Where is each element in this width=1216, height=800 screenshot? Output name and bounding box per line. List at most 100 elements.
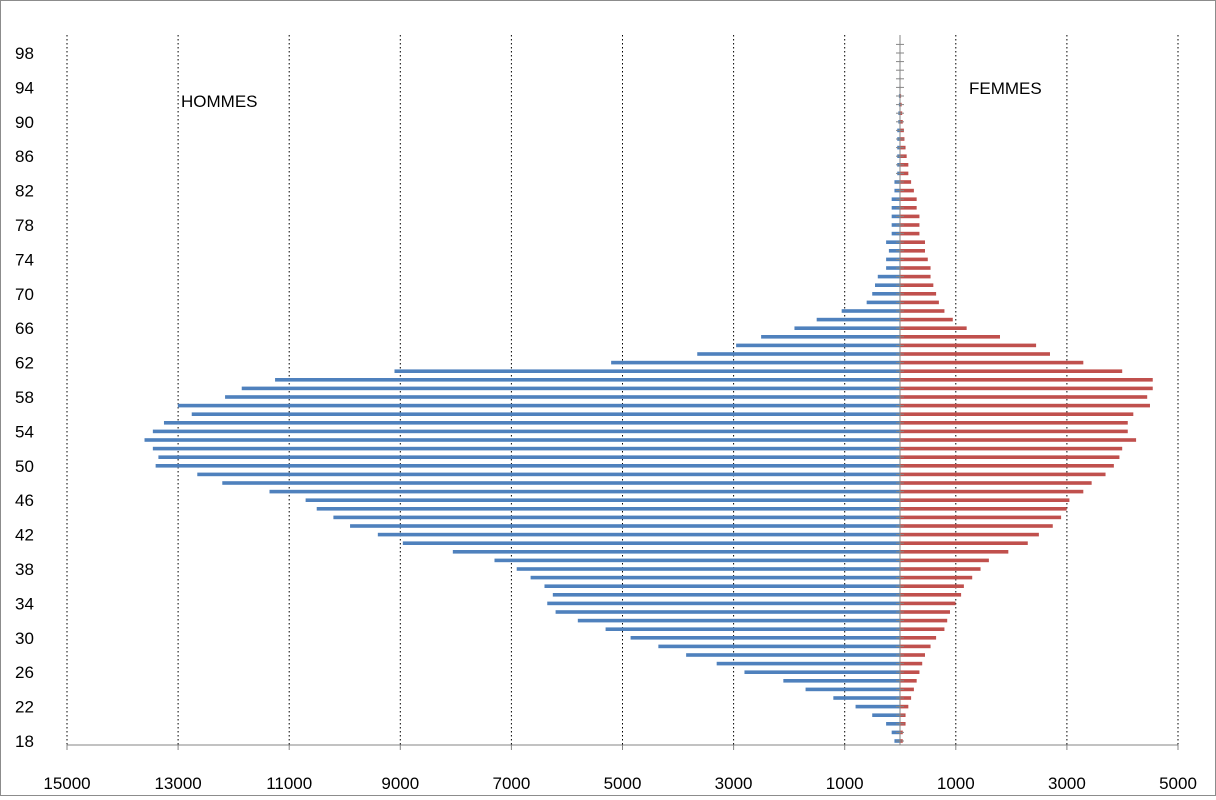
y-tick-label-38: 38 xyxy=(15,560,34,579)
men-bar-age-37 xyxy=(531,576,900,580)
men-bar-age-45 xyxy=(317,507,900,511)
y-tick-label-50: 50 xyxy=(15,457,34,476)
women-bar-age-70 xyxy=(900,292,936,296)
women-bar-age-69 xyxy=(900,301,939,305)
x-tick-label-0: 15000 xyxy=(43,774,90,793)
women-bar-age-67 xyxy=(900,318,953,322)
men-bar-age-44 xyxy=(333,516,900,520)
women-bar-age-43 xyxy=(900,524,1053,528)
men-bar-age-55 xyxy=(164,421,900,425)
women-bar-age-73 xyxy=(900,266,931,270)
women-bar-age-46 xyxy=(900,498,1069,502)
y-tick-label-46: 46 xyxy=(15,491,34,510)
women-bar-age-29 xyxy=(900,645,931,649)
women-bar-age-32 xyxy=(900,619,947,623)
men-bar-age-46 xyxy=(306,498,900,502)
y-tick-label-86: 86 xyxy=(15,147,34,166)
women-bar-age-68 xyxy=(900,309,944,313)
x-tick-label-8: 1000 xyxy=(937,774,975,793)
y-tick-label-90: 90 xyxy=(15,113,34,132)
women-bar-age-51 xyxy=(900,455,1119,459)
women-bar-age-45 xyxy=(900,507,1067,511)
women-bar-age-57 xyxy=(900,404,1150,408)
women-bar-age-54 xyxy=(900,430,1128,434)
women-bar-age-60 xyxy=(900,378,1153,382)
men-bar-age-47 xyxy=(270,490,900,494)
women-bar-age-59 xyxy=(900,387,1153,391)
men-bar-age-64 xyxy=(736,344,900,348)
women-bars xyxy=(900,43,1153,743)
women-bar-age-64 xyxy=(900,344,1036,348)
women-bar-age-35 xyxy=(900,593,961,597)
y-tick-label-94: 94 xyxy=(15,78,34,97)
x-tick-label-9: 3000 xyxy=(1048,774,1086,793)
x-tick-label-4: 7000 xyxy=(492,774,530,793)
y-tick-label-70: 70 xyxy=(15,285,34,304)
men-bar-age-60 xyxy=(275,378,900,382)
women-bar-age-66 xyxy=(900,326,967,330)
y-tick-label-34: 34 xyxy=(15,594,34,613)
women-bar-age-72 xyxy=(900,275,931,279)
women-bar-age-42 xyxy=(900,533,1039,537)
women-bar-age-50 xyxy=(900,464,1114,468)
men-bar-age-53 xyxy=(145,438,900,442)
women-bar-age-49 xyxy=(900,473,1106,477)
y-tick-label-82: 82 xyxy=(15,182,34,201)
women-bar-age-37 xyxy=(900,576,972,580)
men-bars xyxy=(145,43,900,743)
women-bar-age-41 xyxy=(900,541,1028,545)
x-tick-label-3: 9000 xyxy=(381,774,419,793)
men-bar-age-67 xyxy=(817,318,900,322)
women-bar-age-38 xyxy=(900,567,981,571)
axes xyxy=(67,35,1178,750)
women-bar-age-71 xyxy=(900,283,933,287)
men-bar-age-38 xyxy=(517,567,900,571)
men-bar-age-26 xyxy=(744,670,900,674)
men-bar-age-57 xyxy=(178,404,900,408)
women-bar-age-55 xyxy=(900,421,1128,425)
x-tick-label-10: 5000 xyxy=(1159,774,1197,793)
x-tick-label-6: 3000 xyxy=(715,774,753,793)
y-tick-label-30: 30 xyxy=(15,629,34,648)
men-bar-age-51 xyxy=(158,455,900,459)
women-bar-age-53 xyxy=(900,438,1136,442)
men-bar-age-43 xyxy=(350,524,900,528)
men-bar-age-50 xyxy=(156,464,900,468)
men-bar-age-41 xyxy=(403,541,900,545)
y-tick-label-78: 78 xyxy=(15,216,34,235)
men-bar-age-48 xyxy=(222,481,900,485)
men-bar-age-52 xyxy=(153,447,900,451)
men-bar-age-61 xyxy=(394,369,900,373)
men-bar-age-39 xyxy=(494,559,900,563)
women-bar-age-63 xyxy=(900,352,1050,356)
y-tick-label-18: 18 xyxy=(15,732,34,751)
women-bar-age-34 xyxy=(900,602,956,606)
men-bar-age-68 xyxy=(842,309,900,313)
men-bar-age-30 xyxy=(631,636,900,640)
men-bar-age-24 xyxy=(806,688,900,692)
y-tick-label-42: 42 xyxy=(15,526,34,545)
men-bar-age-56 xyxy=(192,412,900,416)
y-tick-label-62: 62 xyxy=(15,354,34,373)
women-bar-age-31 xyxy=(900,627,944,631)
men-bar-age-31 xyxy=(606,627,900,631)
women-bar-age-39 xyxy=(900,559,989,563)
men-bar-age-21 xyxy=(872,713,900,717)
women-bar-age-40 xyxy=(900,550,1008,554)
men-bar-age-36 xyxy=(544,584,900,588)
men-bar-age-49 xyxy=(197,473,900,477)
men-bar-age-42 xyxy=(378,533,900,537)
men-bar-age-32 xyxy=(578,619,900,623)
x-tick-label-2: 11000 xyxy=(266,774,312,793)
women-bar-age-52 xyxy=(900,447,1122,451)
women-bar-age-62 xyxy=(900,361,1083,365)
men-bar-age-29 xyxy=(658,645,900,649)
women-bar-age-65 xyxy=(900,335,1000,339)
women-bar-age-58 xyxy=(900,395,1147,399)
men-bar-age-63 xyxy=(697,352,900,356)
men-bar-age-23 xyxy=(833,696,900,700)
men-bar-age-58 xyxy=(225,395,900,399)
x-tick-label-5: 5000 xyxy=(604,774,642,793)
